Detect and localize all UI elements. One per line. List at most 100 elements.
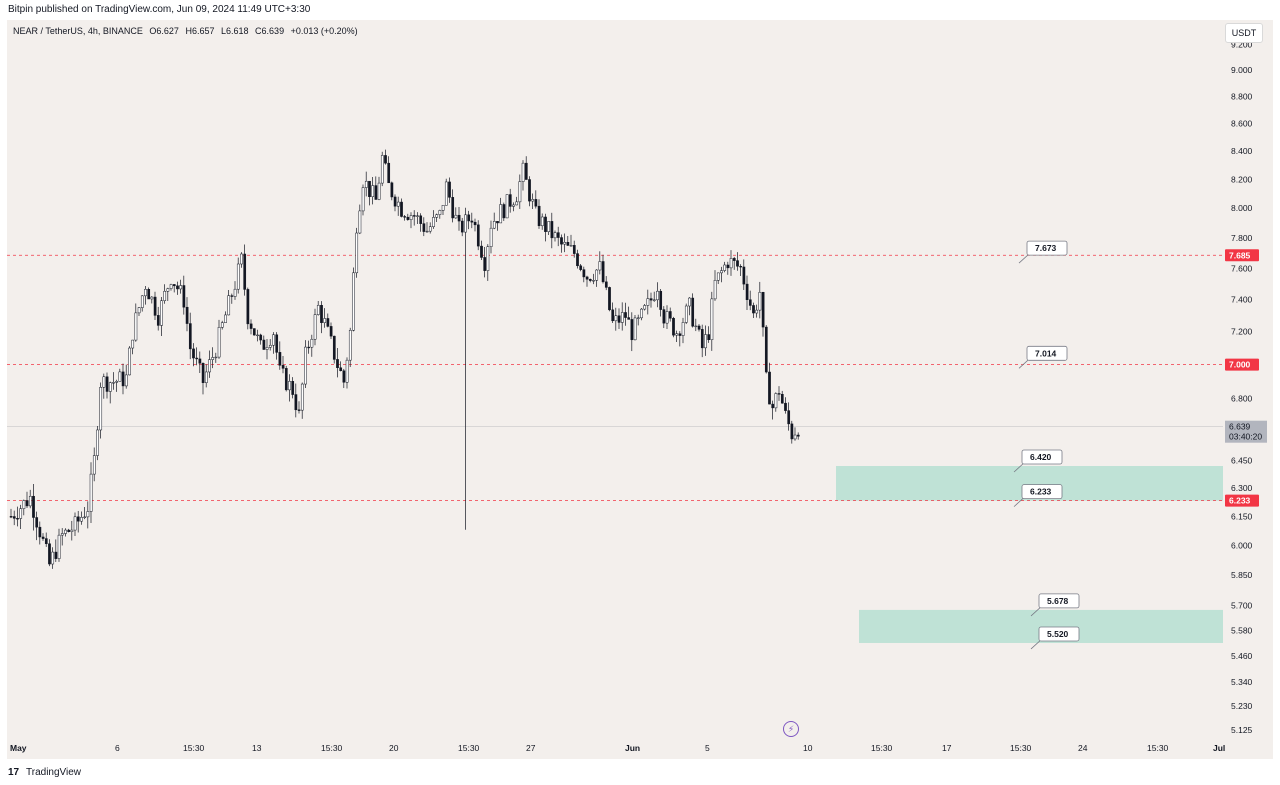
ohlc-open: O6.627 <box>149 26 179 36</box>
y-tick-label: 5.850 <box>1231 570 1253 580</box>
candle-body <box>80 517 83 522</box>
candle-body <box>595 269 599 281</box>
y-tick-label: 7.400 <box>1231 295 1253 305</box>
candle-body <box>422 223 426 232</box>
candle-body <box>457 214 461 222</box>
candle-body <box>700 329 704 349</box>
x-tick-label: 17 <box>942 743 952 753</box>
x-tick-label: May <box>10 743 27 753</box>
candle-body <box>464 214 467 233</box>
candle-body <box>76 516 80 522</box>
publisher-bar: Bitpin published on TradingView.com, Jun… <box>0 0 1280 20</box>
candle-body <box>380 155 384 184</box>
candle-body <box>665 311 669 324</box>
y-tick-label: 6.000 <box>1231 540 1253 550</box>
callout-box <box>1021 484 1063 500</box>
candle-body <box>310 338 314 348</box>
candle-body <box>489 227 493 247</box>
candle-body <box>291 381 295 395</box>
candle-body <box>435 214 439 218</box>
published-text: Bitpin published on TradingView.com, Jun… <box>8 4 311 15</box>
candle-body <box>134 312 138 341</box>
candle-body <box>652 299 656 301</box>
candlestick-chart[interactable]: 9.200 9.000 8.800 8.600 8.400 8.200 8.000 7.800… <box>7 20 1273 759</box>
candle-body <box>67 529 71 532</box>
candle-body <box>345 359 349 383</box>
tradingview-brand: TradingView <box>26 767 82 778</box>
y-tick-label: 8.600 <box>1231 118 1253 128</box>
candle-body <box>480 245 483 258</box>
candle-body <box>726 264 730 269</box>
candle-body <box>124 374 128 387</box>
candle-body <box>288 381 291 391</box>
candle-body <box>483 257 487 271</box>
candle-body <box>396 201 400 207</box>
x-tick-label: Jul <box>1213 743 1225 753</box>
chart-panel[interactable]: 9.200 9.000 8.800 8.600 8.400 8.200 8.000 7.800… <box>7 20 1273 759</box>
candle-body <box>544 216 547 232</box>
candle-body <box>416 215 419 217</box>
x-tick-label: 27 <box>526 743 536 753</box>
candle-body <box>550 221 554 239</box>
candle-body <box>771 403 775 409</box>
candle-body <box>438 210 442 215</box>
candle-body <box>230 295 234 297</box>
candle-body <box>214 356 218 359</box>
candle-body <box>656 290 659 301</box>
candle-body <box>617 315 621 323</box>
y-tick-label: 5.125 <box>1231 725 1253 735</box>
candle-body <box>323 318 327 323</box>
candle-body <box>633 317 637 341</box>
y-tick-label: 9.000 <box>1231 65 1253 75</box>
candle-body <box>44 538 48 544</box>
candle-body <box>112 382 115 384</box>
candle-body <box>624 312 627 318</box>
candle-body <box>352 272 355 331</box>
candle-body <box>256 334 259 337</box>
candle-body <box>758 292 762 311</box>
candle-body <box>307 346 311 349</box>
candle-body <box>182 285 186 308</box>
symbol-label: NEAR / TetherUS, 4h, BINANCE <box>13 26 143 36</box>
candle-body <box>272 334 275 346</box>
candle-body <box>710 298 714 341</box>
candle-body <box>102 376 106 388</box>
candle-body <box>32 495 35 518</box>
candle-body <box>243 253 247 290</box>
candle-body <box>790 423 794 440</box>
candle-body <box>19 508 23 519</box>
candle-body <box>707 334 711 341</box>
candle-body <box>620 312 624 323</box>
candle-body <box>275 334 279 353</box>
candle-body <box>48 543 51 565</box>
candle-body <box>390 182 394 198</box>
candle-body <box>553 232 557 239</box>
candle-body <box>572 245 576 254</box>
candle-body <box>518 181 522 203</box>
y-tick-label: 8.000 <box>1231 203 1253 213</box>
candle-body <box>240 253 243 265</box>
candle-body <box>387 162 391 184</box>
candle-body <box>150 296 154 300</box>
candle-body <box>41 536 45 539</box>
candle-body <box>432 217 435 227</box>
candle-body <box>284 368 288 391</box>
candle-body <box>64 529 67 534</box>
x-tick-label: 15:30 <box>321 743 343 753</box>
candle-body <box>515 201 519 206</box>
lightning-icon[interactable]: ⚡ <box>783 721 799 737</box>
candle-body <box>691 297 695 327</box>
candle-body <box>473 221 477 226</box>
currency-selector[interactable]: USDT <box>1225 23 1263 43</box>
callout-box <box>1026 345 1068 361</box>
candle-body <box>169 284 173 289</box>
candle-body <box>348 330 352 361</box>
candle-body <box>281 365 285 369</box>
candle-body <box>534 199 538 207</box>
candle-body <box>259 334 263 341</box>
candle-body <box>460 220 464 233</box>
candle-body <box>496 221 499 224</box>
candle-body <box>524 162 528 180</box>
candle-body <box>521 162 525 182</box>
level-price-tag-label: 7.000 <box>1229 360 1251 370</box>
